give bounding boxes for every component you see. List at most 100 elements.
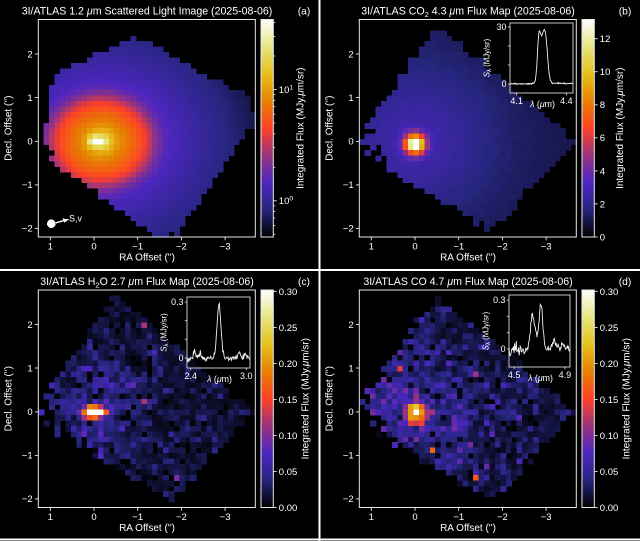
svg-text:(c): (c): [298, 277, 310, 288]
svg-text:3I/ATLAS CO 4.7 μm Flux Map (2: 3I/ATLAS CO 4.7 μm Flux Map (2025-08-06): [363, 276, 572, 288]
svg-text:0: 0: [91, 241, 96, 252]
svg-text:0: 0: [502, 79, 507, 89]
svg-text:0.30: 0.30: [600, 287, 619, 298]
svg-text:Sλ (MJy/sr): Sλ (MJy/sr): [160, 313, 171, 352]
svg-text:−2: −2: [22, 224, 33, 235]
svg-text:−1: −1: [453, 512, 464, 523]
svg-text:1: 1: [369, 512, 374, 523]
svg-text:4.4: 4.4: [560, 96, 573, 106]
svg-text:−1: −1: [132, 512, 143, 523]
svg-text:−1: −1: [22, 451, 33, 462]
svg-text:−2: −2: [343, 224, 354, 235]
svg-text:−3: −3: [220, 241, 231, 252]
svg-text:30: 30: [497, 22, 507, 32]
svg-text:λ (μm): λ (μm): [527, 373, 553, 383]
svg-text:(d): (d): [619, 277, 632, 288]
svg-text:−3: −3: [541, 241, 552, 252]
svg-text:2: 2: [600, 199, 605, 210]
svg-text:0.15: 0.15: [279, 395, 298, 406]
svg-text:0: 0: [412, 241, 417, 252]
svg-text:Decl. Offset (''): Decl. Offset (''): [4, 96, 15, 161]
svg-text:0: 0: [179, 353, 184, 363]
svg-text:2: 2: [348, 49, 353, 60]
svg-text:RA Offset (''): RA Offset (''): [119, 523, 175, 534]
svg-text:0.15: 0.15: [600, 395, 619, 406]
svg-text:RA Offset (''): RA Offset (''): [440, 252, 496, 263]
svg-text:0: 0: [27, 137, 32, 148]
svg-text:λ (μm): λ (μm): [529, 99, 555, 109]
svg-text:1: 1: [348, 363, 353, 374]
svg-text:3I/ATLAS CO2 4.3 μm Flux Map (: 3I/ATLAS CO2 4.3 μm Flux Map (2025-08-06…: [361, 6, 575, 19]
svg-text:4.9: 4.9: [559, 370, 572, 380]
svg-text:12: 12: [600, 34, 611, 45]
svg-text:−2: −2: [22, 494, 33, 505]
svg-text:Integrated Flux (MJy.μm/sr): Integrated Flux (MJy.μm/sr): [622, 338, 633, 459]
svg-text:4: 4: [600, 166, 605, 177]
svg-text:0.20: 0.20: [279, 359, 298, 370]
svg-text:4.1: 4.1: [510, 96, 523, 106]
svg-text:0.25: 0.25: [600, 323, 619, 334]
svg-text:100: 100: [279, 196, 294, 208]
svg-text:1: 1: [369, 241, 374, 252]
svg-text:0: 0: [348, 137, 353, 148]
svg-text:−1: −1: [343, 180, 354, 191]
svg-text:λ (μm): λ (μm): [206, 374, 232, 384]
svg-text:0: 0: [91, 512, 96, 523]
svg-text:0: 0: [600, 232, 605, 243]
svg-text:0.00: 0.00: [600, 503, 619, 514]
svg-text:1: 1: [348, 93, 353, 104]
svg-text:1: 1: [27, 93, 32, 104]
svg-text:6: 6: [600, 133, 605, 144]
svg-text:Integrated Flux (MJy.μm/sr): Integrated Flux (MJy.μm/sr): [296, 67, 307, 188]
svg-text:0.05: 0.05: [600, 467, 619, 478]
svg-text:S,v: S,v: [69, 214, 82, 224]
svg-text:8: 8: [600, 100, 605, 111]
svg-text:−2: −2: [176, 512, 187, 523]
svg-text:−1: −1: [132, 241, 143, 252]
svg-text:1: 1: [27, 363, 32, 374]
svg-text:0.20: 0.20: [600, 359, 619, 370]
svg-text:4.5: 4.5: [508, 370, 521, 380]
svg-text:10: 10: [600, 67, 611, 78]
svg-text:1: 1: [48, 512, 53, 523]
svg-text:0.30: 0.30: [279, 287, 298, 298]
svg-text:RA Offset (''): RA Offset (''): [440, 523, 496, 534]
svg-text:Sλ (MJy/sr): Sλ (MJy/sr): [482, 311, 493, 350]
svg-text:101: 101: [279, 84, 294, 96]
svg-text:−1: −1: [453, 241, 464, 252]
svg-text:2: 2: [348, 320, 353, 331]
svg-text:Decl. Offset (''): Decl. Offset (''): [4, 366, 15, 431]
svg-text:Integrated Flux (MJy.μm/sr): Integrated Flux (MJy.μm/sr): [301, 338, 312, 459]
svg-text:−3: −3: [220, 512, 231, 523]
svg-text:Decl. Offset (''): Decl. Offset (''): [325, 366, 336, 431]
svg-text:0.3: 0.3: [493, 295, 505, 305]
svg-text:0.00: 0.00: [279, 503, 298, 514]
svg-text:1: 1: [48, 241, 53, 252]
svg-text:−1: −1: [343, 451, 354, 462]
svg-text:RA Offset (''): RA Offset (''): [119, 252, 175, 263]
svg-text:−2: −2: [497, 241, 508, 252]
svg-text:0: 0: [412, 512, 417, 523]
svg-text:0.10: 0.10: [279, 431, 298, 442]
svg-text:0: 0: [348, 407, 353, 418]
svg-text:3.0: 3.0: [240, 371, 253, 381]
svg-text:−2: −2: [176, 241, 187, 252]
svg-text:(b): (b): [619, 6, 632, 17]
svg-text:2.4: 2.4: [184, 371, 197, 381]
svg-text:−3: −3: [541, 512, 552, 523]
svg-text:0.25: 0.25: [279, 323, 298, 334]
svg-text:0.10: 0.10: [600, 431, 619, 442]
svg-text:3I/ATLAS 1.2 μm Scattered Ligh: 3I/ATLAS 1.2 μm Scattered Light Image (2…: [22, 6, 273, 18]
svg-text:0.05: 0.05: [279, 467, 298, 478]
svg-text:Sλ (MJy/sr): Sλ (MJy/sr): [483, 38, 494, 77]
svg-text:2: 2: [27, 320, 32, 331]
svg-text:Integrated Flux (MJy.μm/sr): Integrated Flux (MJy.μm/sr): [615, 67, 626, 188]
svg-text:2: 2: [27, 49, 32, 60]
svg-text:−1: −1: [22, 180, 33, 191]
svg-text:0: 0: [501, 344, 506, 354]
svg-text:0: 0: [27, 407, 32, 418]
svg-text:(a): (a): [298, 6, 311, 17]
svg-text:−2: −2: [343, 494, 354, 505]
svg-text:0.3: 0.3: [171, 297, 183, 307]
svg-text:3I/ATLAS H2O 2.7 μm Flux Map (: 3I/ATLAS H2O 2.7 μm Flux Map (2025-08-06…: [40, 276, 254, 289]
